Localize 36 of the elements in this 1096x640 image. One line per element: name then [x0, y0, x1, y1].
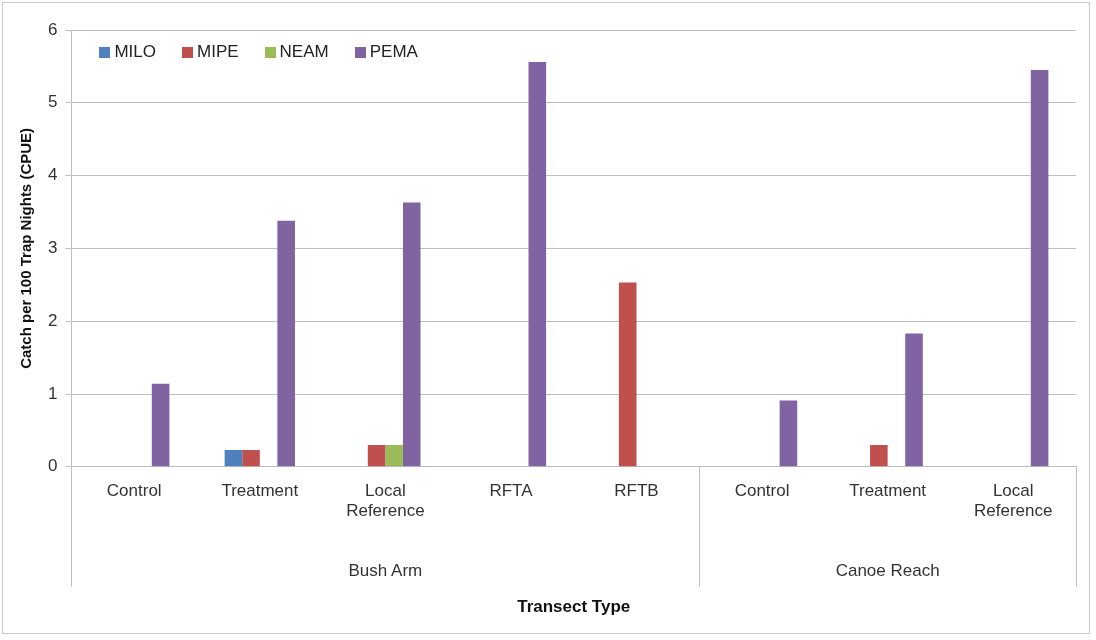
x-tick-label: Control — [106, 480, 162, 500]
legend-label: MILO — [114, 42, 157, 62]
x-tick-label: Control — [734, 480, 790, 500]
y-tick-label: 1 — [47, 383, 58, 403]
bar — [779, 400, 798, 467]
bar — [242, 450, 260, 467]
bar — [618, 282, 637, 467]
legend-label: PEMA — [369, 42, 418, 62]
x-tick-label: Treatment — [221, 480, 299, 500]
x-tick-label: RFTA — [489, 480, 534, 500]
bar — [1030, 70, 1049, 467]
bar — [528, 62, 547, 467]
y-tick-label: 5 — [47, 92, 58, 112]
legend-label: NEAM — [279, 42, 329, 62]
y-tick-label: 0 — [47, 456, 58, 476]
bar — [905, 333, 923, 467]
text: Bush Arm — [348, 561, 423, 581]
x-tick-label: Local Reference — [974, 480, 1053, 521]
bar — [870, 444, 888, 467]
legend-label: MIPE — [197, 42, 239, 62]
bar — [385, 444, 403, 467]
bar — [151, 383, 170, 467]
x-tick-label: Local Reference — [346, 480, 425, 521]
y-tick-label: 6 — [47, 19, 58, 39]
x-tick-label: RFTB — [614, 480, 659, 500]
text: Canoe Reach — [835, 561, 940, 581]
y-tick-label: 4 — [47, 165, 58, 185]
y-tick-label: 2 — [47, 310, 58, 330]
bar — [277, 220, 295, 467]
bar — [367, 444, 386, 467]
x-axis-title: Transect Type — [517, 597, 631, 617]
y-tick-label: 3 — [47, 238, 58, 258]
bar — [402, 202, 421, 467]
x-tick-label: Treatment — [849, 480, 927, 500]
bar — [224, 450, 243, 467]
y-axis-title: Catch per 100 Trap Nights (CPUE) — [17, 127, 35, 369]
